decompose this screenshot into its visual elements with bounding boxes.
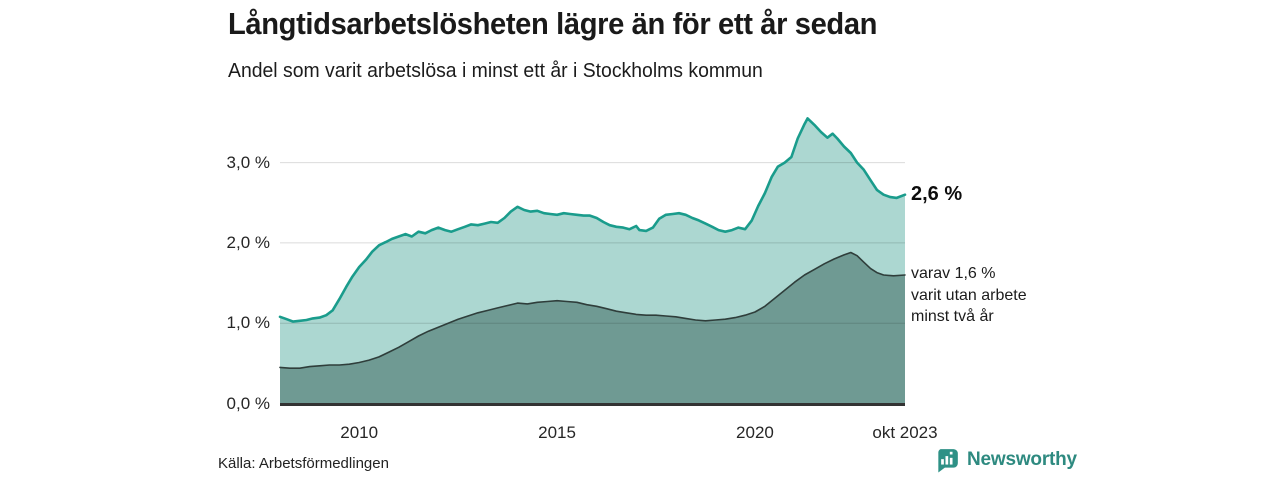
x-tick-label: 2020 (736, 423, 774, 442)
area-arbetslosa-minst-tva-ar (280, 252, 905, 404)
y-tick-label: 1,0 % (226, 313, 270, 333)
source-note: Källa: Arbetsförmedlingen (218, 455, 389, 472)
newsworthy-logo[interactable]: Newsworthy (934, 447, 1077, 473)
line-arbetslosa-minst-ett-ar (278, 117, 907, 323)
line-arbetslosa-minst-tva-ar (279, 251, 906, 369)
y-tick-label: 2,0 % (226, 232, 270, 252)
y-tick-label: 3,0 % (226, 152, 270, 172)
x-tick-label: okt 2023 (872, 423, 938, 442)
end-value-label-two-years: varav 1,6 % varit utan arbete minst två … (911, 265, 1027, 325)
chart-title: Långtidsarbetslösheten lägre än för ett … (228, 6, 878, 41)
end-value-label-one-year: 2,6 % (911, 183, 963, 205)
newsworthy-speech-bubble-bar-chart-icon (934, 447, 960, 473)
chart-subtitle: Andel som varit arbetslösa i minst ett å… (228, 60, 763, 82)
newsworthy-logo-text: Newsworthy (967, 449, 1077, 470)
x-tick-label: 2015 (538, 423, 576, 442)
y-tick-label: 0,0 % (226, 393, 270, 413)
x-tick-label: 2010 (340, 423, 379, 442)
